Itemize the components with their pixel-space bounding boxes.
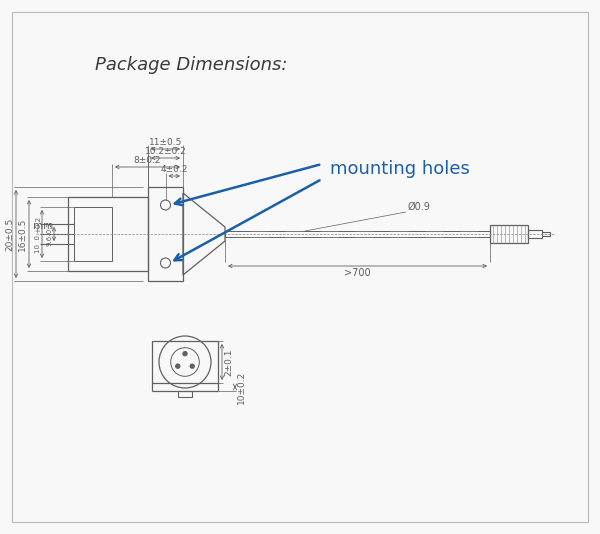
Circle shape (183, 351, 187, 356)
Text: 10  0: 10 0 (35, 235, 41, 253)
Bar (225, 231, 490, 237)
Text: +0.2: +0.2 (35, 216, 41, 233)
Bar (178, 391, 192, 397)
Text: Ø0.9: Ø0.9 (408, 202, 431, 212)
Bar (68, 197, 148, 271)
Text: 10.2±0.2: 10.2±0.2 (145, 147, 187, 156)
Text: 16±0.5: 16±0.5 (18, 217, 27, 250)
Bar (74, 207, 112, 261)
Text: 2±0.1: 2±0.1 (224, 348, 233, 376)
Text: mounting holes: mounting holes (330, 160, 470, 178)
Circle shape (176, 364, 180, 368)
Text: >700: >700 (344, 268, 371, 278)
Bar (542, 232, 550, 236)
Bar (528, 230, 542, 238)
Text: 10±0.2: 10±0.2 (237, 371, 246, 404)
Circle shape (190, 364, 194, 368)
Bar (490, 225, 528, 243)
Text: 11±0.5: 11±0.5 (149, 138, 182, 147)
Text: Package Dimensions:: Package Dimensions: (95, 56, 287, 74)
Text: 20±0.5: 20±0.5 (5, 217, 14, 250)
Bar (148, 187, 183, 281)
Text: 4±0.2: 4±0.2 (161, 165, 188, 174)
Text: 9.6-0.2: 9.6-0.2 (47, 222, 53, 246)
Bar (152, 341, 218, 383)
Text: mm: mm (33, 221, 53, 231)
Text: 8±0.2: 8±0.2 (134, 156, 161, 165)
